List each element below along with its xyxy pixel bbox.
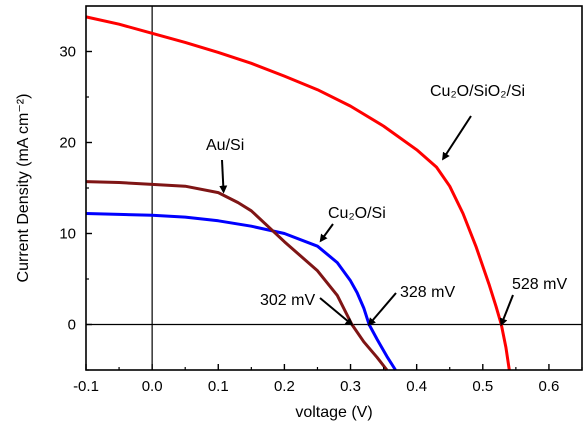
annotation-arrow xyxy=(319,297,354,326)
x-tick-label: 0.4 xyxy=(406,378,427,395)
plot-frame xyxy=(85,5,583,371)
annotation-label: Cu₂O/SiO₂/Si xyxy=(430,83,525,100)
x-tick-label: 0.1 xyxy=(208,378,229,395)
annotation-label: Au/Si xyxy=(206,137,244,154)
annotation-arrow xyxy=(367,292,397,327)
annotations-group: Cu₂O/SiO₂/Si Au/Si Cu₂O/Si 302 mV 328 mV 528 … xyxy=(206,83,567,327)
y-tick-label: 10 xyxy=(59,226,76,243)
annotation-label: 528 mV xyxy=(512,276,567,293)
x-tick-label: 0.3 xyxy=(340,378,361,395)
annotation-label: 328 mV xyxy=(400,284,455,301)
ticks-group: -0.1 0.0 0.1 0.2 0.3 0.4 0.5 0.6 0 10 20 30 xyxy=(59,44,583,395)
x-tick-label: 0.0 xyxy=(142,378,163,395)
series-line-0 xyxy=(85,15,511,371)
annotation-label: 302 mV xyxy=(260,292,315,309)
x-tick-label: 0.2 xyxy=(274,378,295,395)
series-line-1 xyxy=(85,212,397,371)
annotation-arrow xyxy=(442,115,472,161)
x-axis-title: voltage (V) xyxy=(295,404,372,421)
x-tick-label: 0.5 xyxy=(472,378,493,395)
annotation-arrow xyxy=(499,294,514,327)
y-tick-label: 30 xyxy=(59,44,76,61)
reference-lines xyxy=(86,6,582,370)
series-line-2 xyxy=(85,180,389,371)
annotation-arrow xyxy=(219,159,228,194)
series-group xyxy=(85,15,511,371)
y-tick-label: 0 xyxy=(68,317,76,334)
x-tick-label: -0.1 xyxy=(73,378,99,395)
annotation-label: Cu₂O/Si xyxy=(328,205,386,222)
y-tick-label: 20 xyxy=(59,135,76,152)
x-tick-label: 0.6 xyxy=(539,378,560,395)
annotation-arrow xyxy=(319,223,334,243)
y-axis-title: Current Density (mA cm⁻²) xyxy=(15,94,32,283)
